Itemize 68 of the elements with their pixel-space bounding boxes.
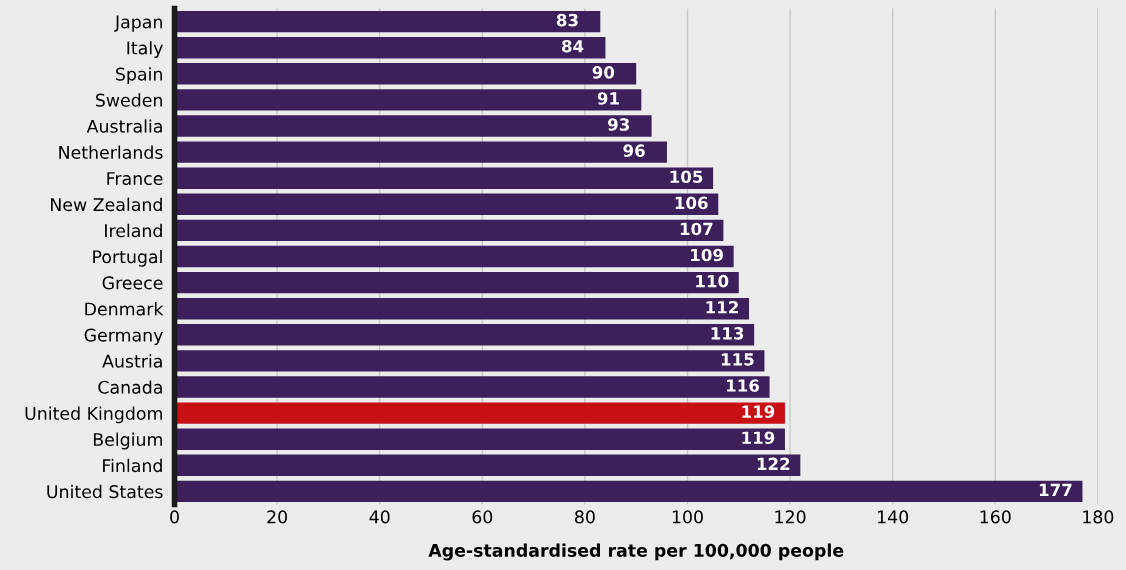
bar (174, 115, 652, 137)
y-tick-label: Australia (86, 119, 162, 133)
y-tick-label: Ireland (105, 223, 162, 238)
bar (174, 324, 755, 346)
bar (174, 219, 724, 242)
data-label: 93 (608, 118, 629, 131)
x-tick-label: 0 (170, 510, 179, 524)
x-tick-label: 120 (775, 510, 806, 524)
x-tick-label: 80 (575, 510, 595, 524)
y-tick-label: Portugal (93, 249, 162, 267)
bar (174, 271, 739, 294)
y-tick-label: Belgium (93, 432, 162, 450)
bar (174, 298, 750, 320)
data-label: 113 (711, 327, 744, 340)
x-tick-label: 20 (267, 510, 288, 524)
bar (174, 141, 667, 163)
bar (174, 454, 801, 476)
y-tick-label: United Kingdom (25, 406, 162, 424)
x-tick-label: 40 (369, 510, 390, 524)
y-tick-label: Austria (102, 354, 162, 368)
data-label: 110 (696, 274, 729, 288)
y-tick-label: Japan (114, 15, 162, 32)
x-tick-label: 60 (472, 510, 493, 524)
y-tick-label: France (107, 172, 163, 186)
bar (174, 376, 770, 398)
data-label: 115 (721, 353, 754, 366)
data-label: 91 (597, 92, 619, 105)
x-tick-label: 100 (672, 510, 703, 524)
data-label: 112 (706, 300, 738, 314)
data-label: 106 (675, 196, 708, 210)
y-tick-label: Canada (98, 380, 162, 394)
y-tick-label: Sweden (95, 93, 162, 107)
bar (174, 350, 765, 372)
bar (174, 10, 601, 33)
data-label: 83 (556, 13, 578, 27)
x-tick-label: 140 (878, 510, 909, 524)
bar (174, 245, 734, 268)
data-label: 107 (680, 222, 713, 236)
y-tick-label: United States (47, 484, 163, 499)
bar (174, 37, 606, 59)
y-tick-label: New Zealand (51, 197, 162, 212)
data-label: 119 (742, 405, 775, 418)
data-label: 122 (757, 457, 790, 470)
data-label: 119 (742, 431, 775, 445)
bar (174, 428, 785, 450)
data-label: 109 (691, 248, 723, 262)
y-tick-label: Denmark (85, 302, 164, 316)
bar (174, 63, 637, 85)
y-tick-label: Netherlands (59, 145, 163, 159)
x-tick-label: 160 (980, 510, 1011, 524)
data-label: 84 (561, 39, 584, 53)
bar (174, 193, 719, 215)
bar (174, 89, 642, 111)
y-tick-label: Germany (84, 328, 163, 346)
bar (174, 167, 714, 189)
data-label: 105 (670, 170, 703, 184)
x-tick-label: 180 (1083, 510, 1114, 524)
data-label: 90 (592, 66, 615, 79)
data-label: 96 (623, 144, 645, 157)
y-tick-label: Italy (127, 41, 163, 58)
data-label: 116 (726, 379, 760, 392)
y-tick-label: Spain (116, 67, 162, 85)
data-label: 177 (1039, 483, 1072, 496)
y-tick-label: Finland (103, 458, 162, 473)
y-tick-label: Greece (102, 276, 163, 290)
bar (174, 402, 785, 424)
x-axis-title: Age-standardised rate per 100,000 people (428, 543, 844, 561)
bar (174, 480, 1083, 503)
